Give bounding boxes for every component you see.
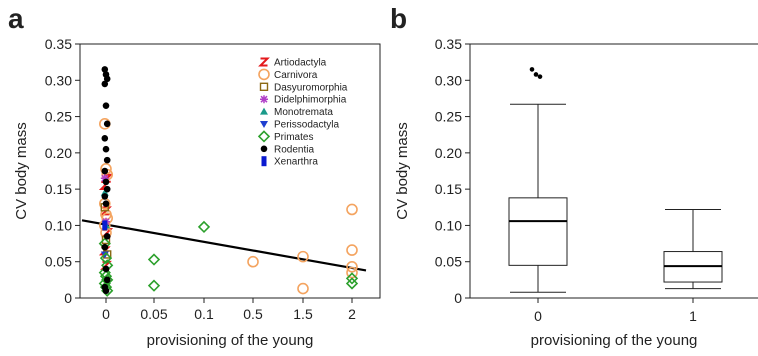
x-axis-label: provisioning of the young (147, 332, 314, 349)
point-carnivora (346, 260, 358, 273)
point-rodentia (103, 75, 111, 83)
y-tick-label: 0.05 (435, 254, 462, 270)
legend-marker-didelphimorphia (260, 95, 268, 104)
y-tick-label: 0.30 (45, 72, 72, 88)
y-tick-label: 0.20 (45, 145, 72, 161)
y-tick-label: 0 (454, 290, 462, 306)
y-axis-label: CV body mass (394, 122, 411, 220)
y-tick-label: 0.25 (435, 109, 462, 125)
point-rodentia (101, 66, 109, 73)
x-tick-label: 0.1 (194, 306, 214, 322)
point-primates (147, 253, 161, 266)
legend-marker-carnivora (258, 68, 270, 81)
box-0-outlier (533, 72, 539, 77)
y-tick-label: 0.30 (435, 72, 462, 88)
point-rodentia (102, 200, 110, 207)
legend-label-perissodactyla: Perissodactyla (274, 120, 339, 131)
point-rodentia (102, 265, 110, 273)
legend-marker-monotremata (260, 107, 268, 115)
point-rodentia (103, 233, 111, 240)
box-0-outlier (529, 67, 535, 72)
point-rodentia (101, 135, 109, 142)
legend-label-xenarthra: Xenarthra (274, 157, 318, 168)
legend-marker-primates (257, 130, 271, 143)
y-tick-label: 0.10 (45, 217, 72, 233)
point-rodentia (103, 185, 111, 193)
point-primates (197, 220, 211, 234)
point-primates (345, 272, 359, 285)
panel-a-frame (79, 43, 381, 299)
y-tick-label: 0.35 (45, 36, 72, 52)
x-tick-label: 0.05 (140, 306, 167, 322)
point-rodentia (102, 102, 110, 109)
point-primates (99, 251, 113, 265)
y-tick-label: 0.15 (45, 181, 72, 197)
point-rodentia (103, 156, 111, 164)
point-carnivora (297, 250, 309, 263)
point-primates (345, 277, 359, 290)
panel-b-plot: 0 0.05 0.10 0.15 0.20 0.25 0.30 0.35 0 1 provision… (394, 36, 758, 349)
y-tick-label: 0.15 (435, 181, 462, 197)
point-carnivora (346, 203, 358, 216)
legend-marker-rodentia (260, 145, 268, 153)
legend-label-primates: Primates (274, 132, 313, 143)
legend-marker-artiodactyla (258, 57, 270, 67)
y-tick-label: 0 (64, 290, 72, 306)
point-rodentia (103, 276, 111, 284)
point-rodentia (101, 243, 109, 251)
x-tick-label: 0 (102, 306, 110, 322)
point-didelphimorphia (100, 174, 109, 183)
legend-label-rodentia: Rodentia (274, 144, 314, 155)
point-rodentia (101, 80, 109, 88)
point-carnivora (247, 255, 259, 268)
point-rodentia (101, 167, 109, 175)
y-tick-label: 0.10 (435, 217, 462, 233)
point-primates (147, 279, 161, 292)
x-tick-label: 2 (348, 306, 356, 322)
point-rodentia (101, 193, 109, 200)
legend-label-artiodactyla: Artiodactyla (274, 58, 327, 69)
point-rodentia (102, 178, 110, 186)
y-tick-label: 0.05 (45, 254, 72, 270)
panel-a-plot: 0 0.05 0.10 0.15 0.20 0.25 0.30 0.35 0 0.05 0.1 0.5… (13, 36, 381, 349)
x-tick-label: 1 (689, 308, 697, 324)
box-0-iqr (508, 197, 568, 266)
y-axis-label: CV body mass (13, 122, 30, 220)
legend-marker-xenarthra (261, 156, 267, 167)
legend-marker-dasyuromorphia (259, 82, 269, 92)
x-tick-label: 0.5 (243, 306, 263, 322)
point-rodentia (103, 120, 111, 128)
legend-marker-perissodactyla (260, 121, 268, 128)
x-tick-label: 1.5 (293, 306, 313, 322)
x-axis-label: provisioning of the young (531, 332, 698, 349)
legend-label-monotremata: Monotremata (274, 107, 333, 118)
legend-label-didelphimorphia: Didelphimorphia (274, 95, 347, 106)
y-tick-label: 0.20 (435, 145, 462, 161)
panel-a-letter: a (8, 3, 24, 34)
regression-line (81, 219, 367, 272)
point-carnivora (346, 244, 358, 256)
point-rodentia (102, 287, 110, 295)
point-rodentia (102, 145, 110, 153)
point-xenarthra (102, 220, 108, 231)
panel-b-letter: b (390, 3, 407, 34)
box-0-outlier (537, 74, 543, 79)
point-carnivora (297, 282, 309, 295)
legend-label-dasyuromorphia: Dasyuromorphia (274, 82, 348, 93)
legend-label-carnivora: Carnivora (274, 70, 318, 81)
y-tick-label: 0.25 (45, 109, 72, 125)
y-tick-label: 0.35 (435, 36, 462, 52)
x-tick-label: 0 (534, 308, 542, 324)
